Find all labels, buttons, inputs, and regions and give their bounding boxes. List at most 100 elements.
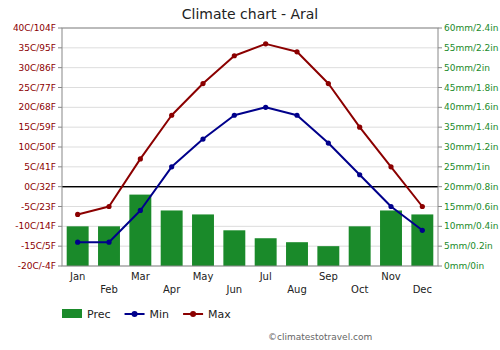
y-tick (58, 266, 62, 267)
legend-label: Min (150, 308, 170, 321)
y2-tick-label: 35mm/1.4in (444, 122, 499, 132)
y2-tick (438, 186, 442, 187)
marker (263, 41, 268, 46)
line (78, 44, 423, 215)
x-tick-label: Aug (287, 284, 307, 295)
bar (380, 210, 402, 266)
bar (255, 238, 277, 266)
bar (67, 226, 89, 266)
y-tick (58, 186, 62, 187)
y-tick-label: 5C/41F (24, 162, 56, 172)
marker (138, 208, 143, 213)
bar (349, 226, 371, 266)
grid-line (62, 127, 438, 128)
marker (263, 105, 268, 110)
zero-line (62, 186, 438, 187)
marker (388, 204, 393, 209)
grid-line (62, 67, 438, 68)
bar (223, 230, 245, 266)
legend-swatch (62, 309, 82, 318)
legend-marker (132, 311, 138, 317)
y-tick-label: 30C/86F (19, 63, 56, 73)
bar (161, 210, 183, 266)
y2-tick-label: 0mm/0in (444, 261, 484, 271)
legend-marker (190, 311, 196, 317)
marker (138, 156, 143, 161)
grid-line (62, 147, 438, 148)
marker (75, 212, 80, 217)
bar (411, 214, 433, 266)
marker (388, 164, 393, 169)
grid-line (62, 166, 438, 167)
marker (75, 240, 80, 245)
bar (129, 195, 151, 266)
x-tick-label: Jul (259, 271, 272, 282)
y-tick-label: -5C/23F (21, 202, 56, 212)
legend-label: Max (208, 308, 231, 321)
x-tick-label: Apr (163, 284, 181, 295)
marker (106, 240, 111, 245)
legend: Prec Min Max (62, 308, 231, 321)
bar (317, 246, 339, 266)
marker (232, 53, 237, 58)
x-tick-label: May (193, 271, 214, 282)
bar (286, 242, 308, 266)
marker (294, 113, 299, 118)
y2-tick-label: 45mm/1.8in (444, 83, 499, 93)
marker (326, 140, 331, 145)
y2-tick (438, 67, 442, 68)
y-tick (58, 206, 62, 207)
title: Climate chart - Aral (182, 6, 318, 22)
y-tick (58, 246, 62, 247)
y-tick-label: 35C/95F (19, 43, 56, 53)
y2-tick (438, 206, 442, 207)
y2-tick-label: 10mm/0.4in (444, 221, 499, 231)
marker (200, 81, 205, 86)
y-tick-label: -15C/5F (21, 241, 56, 251)
x-tick-label: Jan (69, 271, 85, 282)
marker (357, 172, 362, 177)
y2-tick-label: 50mm/2in (444, 63, 490, 73)
y2-tick-label: 20mm/0.8in (444, 182, 499, 192)
zero-line (62, 186, 438, 187)
y2-tick (438, 28, 442, 29)
y-tick-label: 25C/77F (19, 83, 56, 93)
y-tick-label: 10C/50F (19, 142, 56, 152)
y2-tick-label: 25mm/1in (444, 162, 490, 172)
y2-tick (438, 147, 442, 148)
grid (62, 28, 438, 266)
bar (192, 214, 214, 266)
y-tick (58, 226, 62, 227)
y-tick-label: -20C/-4F (18, 261, 56, 271)
legend-label: Prec (87, 308, 111, 321)
frame (62, 28, 438, 266)
grid-line (62, 87, 438, 88)
marker (232, 113, 237, 118)
grid-line (62, 206, 438, 207)
y-tick-label: 40C/104F (13, 23, 56, 33)
plot-area (62, 41, 438, 266)
bar (98, 226, 120, 266)
marker (106, 204, 111, 209)
grid-line (62, 47, 438, 48)
marker (169, 164, 174, 169)
grid-line (62, 107, 438, 108)
x-tick-label: Sep (319, 271, 338, 282)
marker (420, 204, 425, 209)
y2-tick (438, 266, 442, 267)
y2-tick (438, 107, 442, 108)
y-tick-label: 0C/32F (24, 182, 56, 192)
watermark: ©climatestotravel.com (268, 332, 372, 342)
marker (420, 228, 425, 233)
y2-tick (438, 166, 442, 167)
marker (200, 136, 205, 141)
x-tick-label: Feb (100, 284, 118, 295)
x-tick-label: Oct (351, 284, 368, 295)
x-tick-label: Mar (131, 271, 151, 282)
marker (169, 113, 174, 118)
y2-tick-label: 5mm/0.2in (444, 241, 493, 251)
marker (326, 81, 331, 86)
y-tick (58, 67, 62, 68)
y2-tick-label: 30mm/1.2in (444, 142, 499, 152)
y-tick (58, 87, 62, 88)
